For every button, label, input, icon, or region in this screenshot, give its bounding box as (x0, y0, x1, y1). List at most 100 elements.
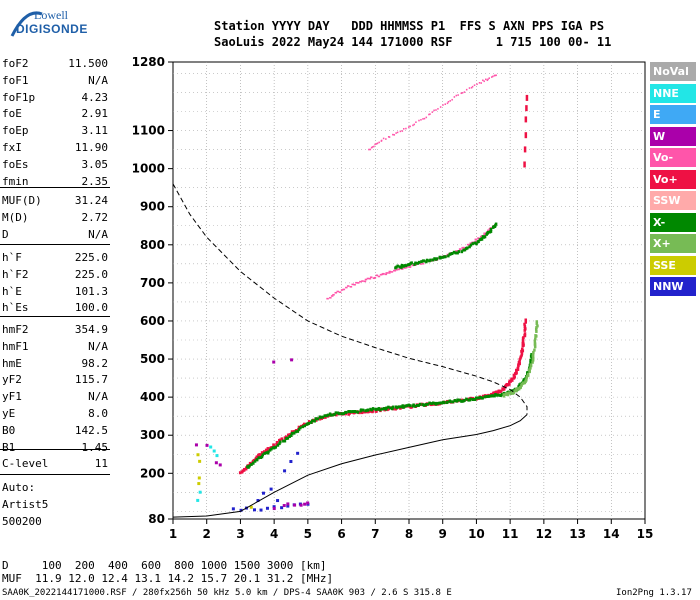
echo-point (374, 143, 376, 146)
param-row: h`F2 225.0 (2, 267, 108, 283)
y-tick-label: 800 (140, 238, 165, 252)
echo-point (400, 265, 403, 269)
echo-point (499, 389, 503, 393)
echo-point (486, 395, 489, 399)
echo-point (421, 262, 425, 265)
param-name: yF1 (2, 390, 22, 404)
echo-point (409, 404, 412, 408)
echo-point (510, 377, 514, 381)
echo-point (462, 248, 465, 252)
echo-point (430, 402, 433, 406)
autoscaling-text: Auto: (2, 481, 36, 494)
echo-point (455, 94, 458, 97)
echo-point (483, 235, 487, 239)
legend-item: Vo+ (650, 169, 696, 189)
echo-point (290, 431, 294, 435)
echo-point (414, 264, 418, 266)
echo-point (197, 482, 201, 486)
echo-point (496, 391, 499, 395)
echo-point (286, 436, 290, 440)
echo-point (449, 100, 451, 102)
echo-point (416, 261, 419, 265)
echo-point (474, 396, 478, 400)
echo-point (513, 375, 516, 379)
echo-point (342, 288, 346, 291)
echo-point (439, 106, 442, 108)
echo-point (282, 504, 286, 508)
param-value: 8.0 (88, 407, 108, 420)
echo-point (500, 392, 504, 396)
echo-point (425, 116, 428, 119)
param-row: yE 8.0 (2, 406, 108, 422)
echo-point (436, 401, 439, 405)
echo-point (194, 443, 198, 447)
echo-point (306, 501, 310, 505)
echo-point (474, 240, 478, 243)
echo-point (274, 445, 278, 449)
param-row: foF2 11.500 (2, 56, 108, 72)
echo-point (473, 84, 476, 87)
echo-point (377, 275, 381, 278)
autoscaling-text: Artist5 (2, 498, 49, 511)
echo-point (406, 263, 410, 267)
echo-point (476, 83, 478, 86)
echo-point (466, 246, 469, 250)
param-row: foEs 3.05 (2, 157, 108, 173)
echo-point (502, 393, 506, 397)
echo-point (437, 108, 439, 110)
echo-point (402, 128, 405, 130)
echo-point (336, 290, 340, 293)
param-name: foF1 (2, 73, 29, 87)
echo-point (388, 270, 392, 273)
echo-point (460, 92, 463, 95)
echo-point (296, 451, 300, 455)
echo-point (523, 161, 526, 168)
echo-point (388, 272, 391, 274)
echo-point (286, 504, 290, 508)
param-value: N/A (88, 390, 108, 404)
logo-text-lowell: Lowell (34, 8, 68, 22)
echo-point (463, 398, 466, 402)
param-row: hmE 98.2 (2, 356, 108, 372)
y-tick-label: 400 (140, 390, 165, 404)
echo-point (535, 329, 538, 333)
x-tick-label: 11 (502, 527, 519, 541)
echo-point (288, 433, 292, 437)
echo-point (408, 262, 411, 266)
echo-point (482, 79, 484, 82)
echo-point (256, 499, 260, 503)
echo-point (400, 268, 404, 270)
param-value: 98.2 (81, 356, 109, 370)
echo-point (529, 366, 532, 370)
echo-point (286, 433, 290, 437)
echo-point (424, 403, 428, 407)
echo-point (457, 250, 461, 254)
echo-point (316, 417, 319, 421)
echo-point (517, 363, 520, 367)
echo-point (504, 392, 508, 396)
echo-point (366, 277, 370, 280)
echo-point (262, 450, 266, 454)
param-name: fmin (2, 174, 29, 188)
digisonde-logo (10, 11, 43, 37)
echo-point (506, 393, 510, 397)
echo-point (382, 272, 385, 275)
echo-point (283, 469, 287, 473)
echo-point (422, 259, 426, 263)
echo-point (296, 429, 300, 433)
echo-point (426, 402, 429, 406)
echo-point (397, 405, 401, 409)
echo-point (456, 251, 459, 255)
legend-item: E (650, 105, 696, 124)
echo-point (404, 404, 407, 408)
echo-point (461, 246, 464, 249)
echo-point (457, 94, 459, 96)
echo-point (286, 502, 290, 506)
param-value: 1.45 (81, 440, 109, 454)
echo-point (483, 80, 485, 83)
echo-point (282, 439, 285, 443)
echo-point (359, 280, 362, 283)
echo-point (400, 405, 403, 409)
echo-point (248, 461, 252, 465)
echo-point (494, 393, 497, 397)
